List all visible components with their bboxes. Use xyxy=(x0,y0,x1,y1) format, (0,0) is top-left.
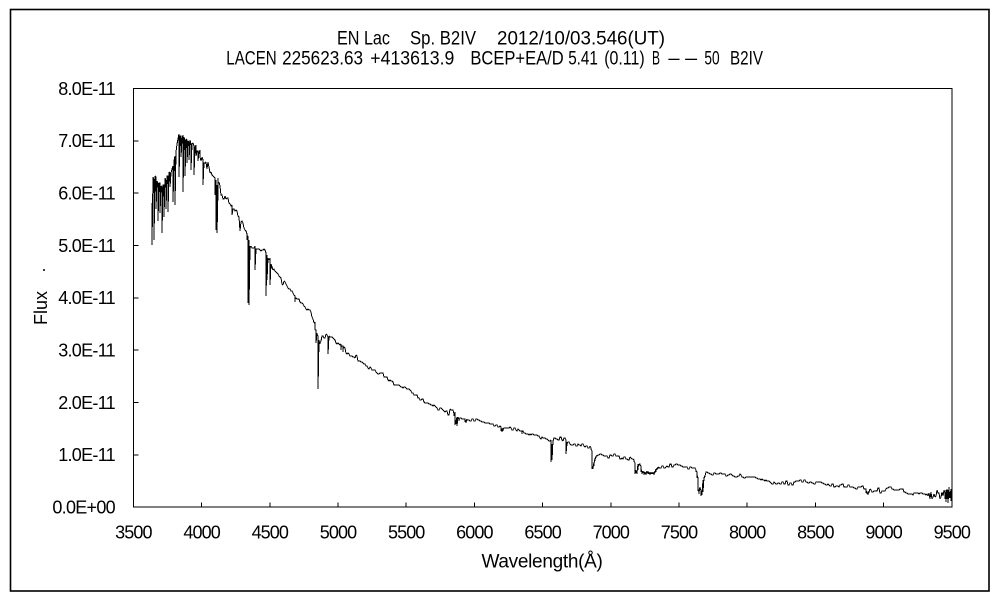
svg-text:8000: 8000 xyxy=(729,523,766,543)
svg-text:6000: 6000 xyxy=(456,523,493,543)
svg-text:7500: 7500 xyxy=(661,523,698,543)
svg-text:5000: 5000 xyxy=(320,523,357,543)
svg-text:4500: 4500 xyxy=(252,523,289,543)
svg-text:8500: 8500 xyxy=(797,523,834,543)
svg-text:8.0E-11: 8.0E-11 xyxy=(58,79,115,99)
svg-text:4.0E-11: 4.0E-11 xyxy=(58,288,115,308)
svg-text:4000: 4000 xyxy=(183,523,220,543)
svg-text:2.0E-11: 2.0E-11 xyxy=(58,393,115,413)
svg-text:7000: 7000 xyxy=(593,523,630,543)
svg-text:3500: 3500 xyxy=(115,523,152,543)
svg-text:5.0E-11: 5.0E-11 xyxy=(58,236,115,256)
svg-text:6500: 6500 xyxy=(524,523,561,543)
svg-text:5500: 5500 xyxy=(388,523,425,543)
svg-text:Wavelength(Å): Wavelength(Å) xyxy=(481,552,602,573)
svg-text:Flux: Flux xyxy=(31,291,51,325)
svg-text:0.0E+00: 0.0E+00 xyxy=(52,498,115,518)
svg-text:1.0E-11: 1.0E-11 xyxy=(58,445,115,465)
svg-text:6.0E-11: 6.0E-11 xyxy=(58,184,115,204)
svg-text:9000: 9000 xyxy=(865,523,902,543)
svg-text:7.0E-11: 7.0E-11 xyxy=(58,131,115,151)
svg-text:3.0E-11: 3.0E-11 xyxy=(58,341,115,361)
svg-text:9500: 9500 xyxy=(934,523,971,543)
